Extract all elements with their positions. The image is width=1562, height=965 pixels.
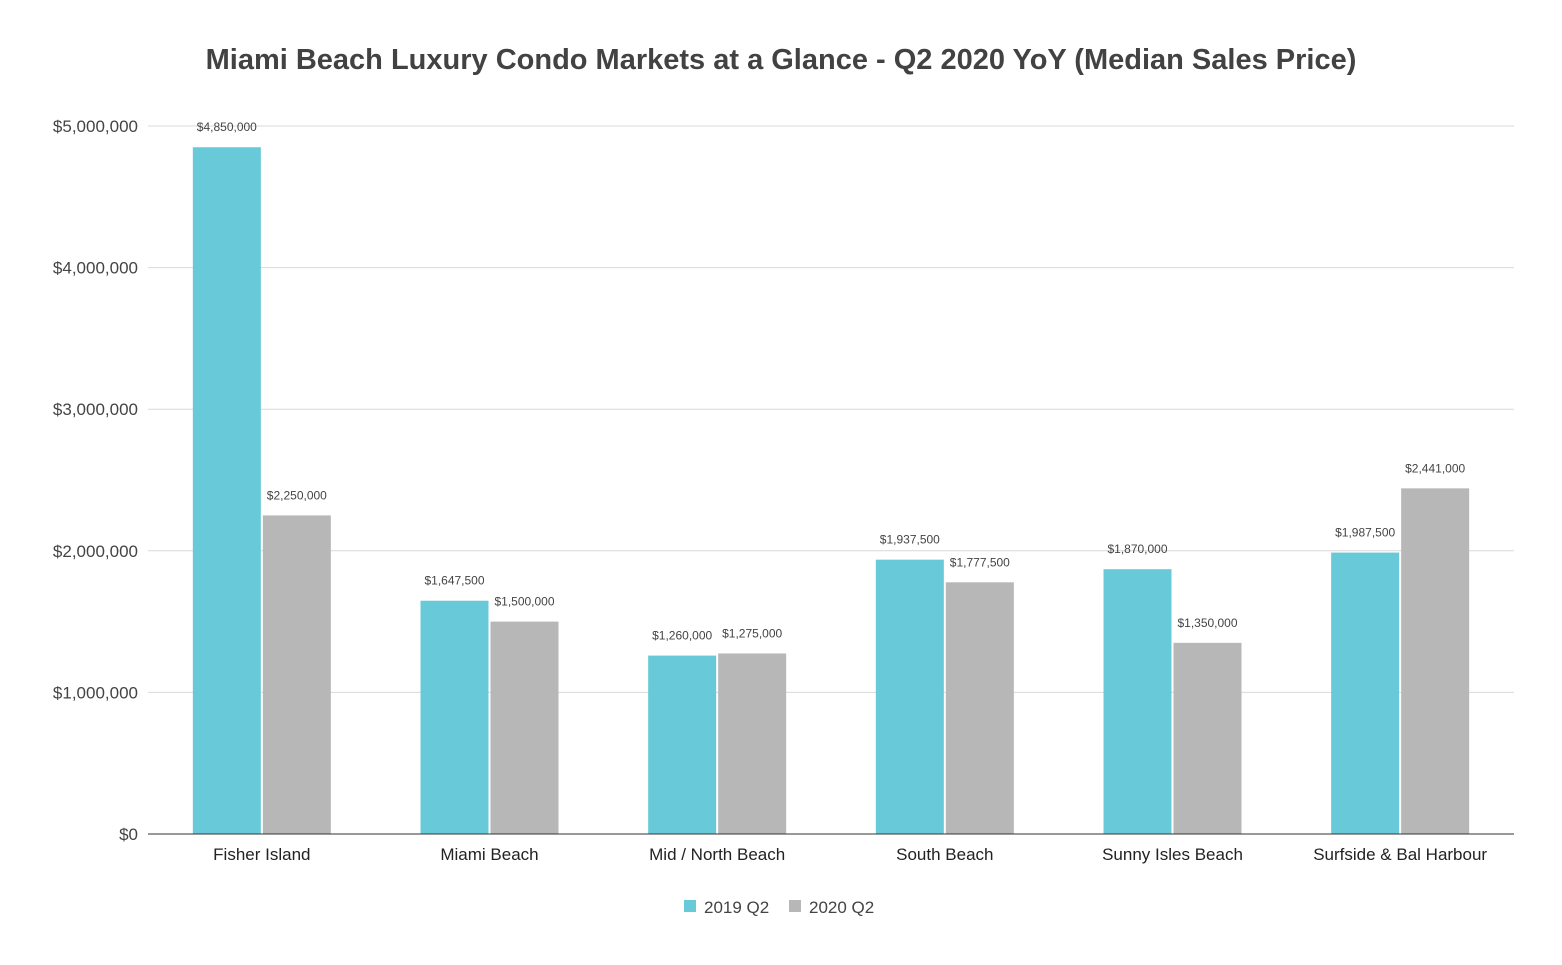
bar [1331, 552, 1400, 834]
x-tick-label: Surfside & Bal Harbour [1313, 845, 1487, 864]
x-tick-label: Sunny Isles Beach [1102, 845, 1243, 864]
bar [875, 559, 944, 834]
data-label: $1,937,500 [880, 533, 940, 547]
data-label: $1,777,500 [950, 555, 1010, 569]
x-tick-label: Mid / North Beach [649, 845, 785, 864]
bar [192, 147, 261, 835]
data-label: $1,350,000 [1177, 616, 1237, 630]
bar [718, 653, 787, 834]
y-tick-label: $4,000,000 [53, 259, 138, 278]
legend-swatch [789, 900, 801, 912]
y-tick-label: $1,000,000 [53, 683, 138, 702]
legend-label: 2019 Q2 [704, 898, 769, 917]
y-tick-label: $5,000,000 [53, 117, 138, 136]
data-label: $4,850,000 [197, 120, 257, 134]
data-label: $2,250,000 [267, 488, 327, 502]
chart-title: Miami Beach Luxury Condo Markets at a Gl… [205, 44, 1357, 76]
x-tick-label: South Beach [896, 845, 993, 864]
bar [420, 600, 489, 834]
data-label: $1,870,000 [1107, 542, 1167, 556]
x-tick-label: Miami Beach [440, 845, 538, 864]
x-tick-label: Fisher Island [213, 845, 310, 864]
bar [1173, 642, 1242, 834]
bar [648, 655, 717, 834]
data-label: $1,647,500 [424, 574, 484, 588]
y-tick-label: $0 [119, 825, 138, 844]
data-label: $1,260,000 [652, 629, 712, 643]
bar [262, 515, 331, 834]
data-label: $1,275,000 [722, 626, 782, 640]
y-tick-label: $3,000,000 [53, 400, 138, 419]
bar [945, 582, 1014, 834]
bar [1103, 569, 1172, 834]
data-label: $2,441,000 [1405, 461, 1465, 475]
y-tick-label: $2,000,000 [53, 542, 138, 561]
legend-swatch [684, 900, 696, 912]
bar [490, 621, 559, 834]
bar [1401, 488, 1470, 834]
legend-label: 2020 Q2 [809, 898, 874, 917]
data-label: $1,500,000 [494, 595, 554, 609]
data-label: $1,987,500 [1335, 526, 1395, 540]
